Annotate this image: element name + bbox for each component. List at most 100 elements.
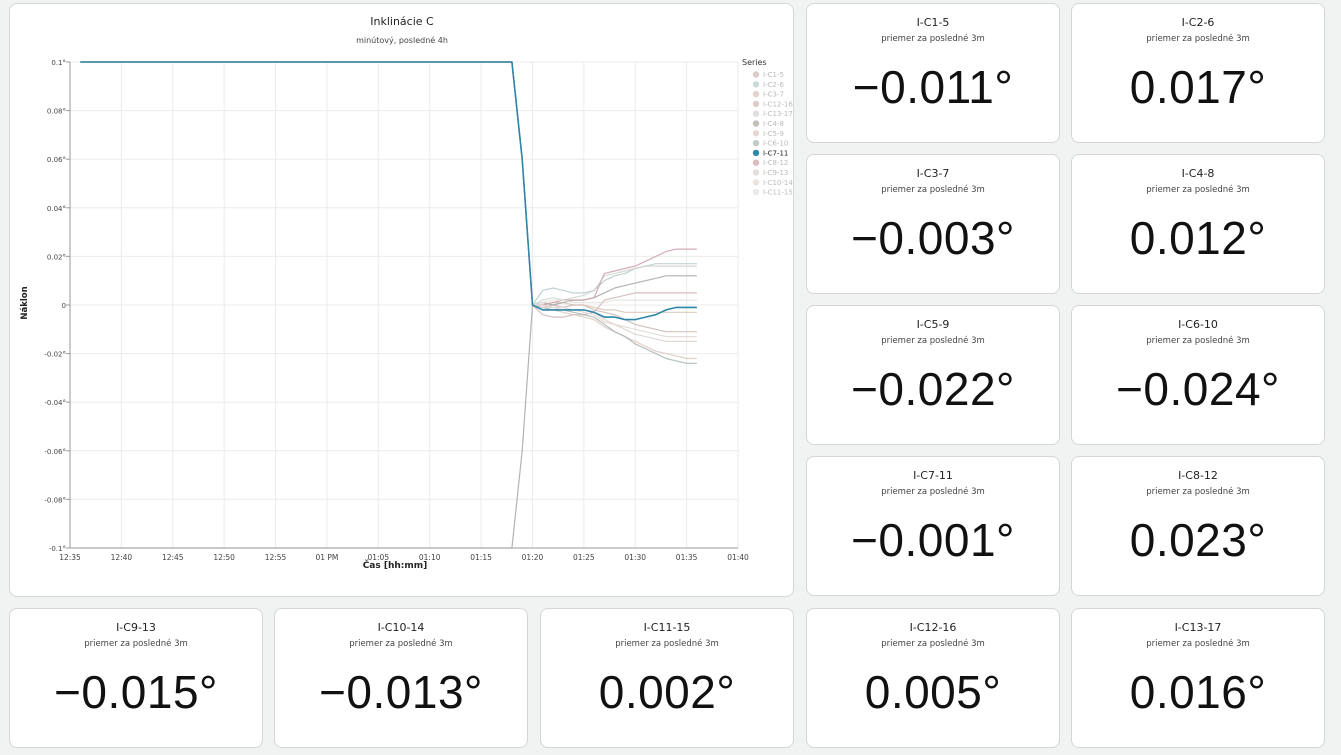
y-tick-label: 0.02° — [47, 253, 66, 261]
series-line — [80, 61, 697, 321]
y-axis-label: Náklon — [20, 286, 30, 319]
legend-swatch — [752, 100, 760, 108]
legend-swatch — [752, 90, 760, 98]
legend-swatch — [752, 149, 760, 157]
y-tick-label: -0.08° — [44, 496, 66, 504]
stat-title: I-C6-10 — [1178, 318, 1218, 331]
legend-title: Series — [742, 58, 767, 67]
stat-subtitle: priemer za posledné 3m — [881, 336, 985, 346]
y-tick-label: 0.04° — [47, 205, 66, 213]
stat-title: I-C10-14 — [377, 621, 425, 634]
legend-swatch — [752, 120, 760, 127]
stat-subtitle: priemer za posledné 3m — [1146, 336, 1250, 346]
legend-label: I-C5-9 — [763, 130, 784, 138]
line-chart: Inklinácie C minútový, posledné 4h Náklo… — [20, 15, 793, 571]
stat-panel: I-C6-10 priemer za posledné 3m −0.024° — [1071, 305, 1325, 445]
stat-value: −0.024° — [1116, 363, 1280, 415]
stat-value: −0.003° — [851, 212, 1015, 264]
y-tick-label: -0.04° — [44, 399, 66, 407]
stat-value: 0.017° — [1129, 61, 1267, 113]
chart-title: Inklinácie C — [370, 15, 434, 28]
legend-label: I-C6-10 — [763, 140, 788, 148]
x-tick-label: 01:35 — [676, 553, 698, 562]
x-tick-label: 12:45 — [162, 553, 184, 562]
stat-value: 0.002° — [598, 666, 736, 718]
stat-subtitle: priemer za posledné 3m — [615, 639, 719, 649]
stat-title: I-C4-8 — [1181, 167, 1215, 180]
x-tick-label: 01 PM — [315, 553, 338, 562]
x-tick-label: 01:30 — [624, 553, 646, 562]
stat-panel: I-C12-16 priemer za posledné 3m 0.005° — [806, 608, 1060, 748]
stat-title: I-C5-9 — [916, 318, 950, 331]
stat-value: 0.023° — [1129, 514, 1267, 566]
chart-panel: Inklinácie C minútový, posledné 4h Náklo… — [9, 3, 794, 597]
stat-subtitle: priemer za posledné 3m — [881, 487, 985, 497]
legend-label: I-C2-6 — [763, 81, 784, 89]
stat-panel: I-C4-8 priemer za posledné 3m 0.012° — [1071, 154, 1325, 294]
y-tick-label: -0.06° — [44, 448, 66, 456]
x-tick-label: 01:05 — [367, 553, 389, 562]
stat-subtitle: priemer za posledné 3m — [349, 639, 453, 649]
y-tick-label: 0 — [62, 302, 66, 310]
x-axis-label: Čas [hh:mm] — [363, 559, 428, 571]
legend-swatch — [752, 71, 760, 78]
legend-label: I-C11-15 — [763, 189, 793, 197]
x-tick-label: 12:55 — [265, 553, 287, 562]
stat-value: 0.005° — [864, 666, 1002, 718]
stat-panel: I-C2-6 priemer za posledné 3m 0.017° — [1071, 3, 1325, 143]
legend-swatch — [752, 81, 760, 88]
legend-label: I-C4-8 — [763, 120, 784, 128]
stat-title: I-C12-16 — [909, 621, 957, 634]
stat-subtitle: priemer za posledné 3m — [1146, 34, 1250, 44]
stat-subtitle: priemer za posledné 3m — [1146, 487, 1250, 497]
legend-label: I-C1-5 — [763, 71, 784, 79]
legend-swatch — [752, 188, 760, 196]
stat-value: −0.011° — [852, 61, 1014, 113]
x-tick-label: 12:50 — [213, 553, 235, 562]
stat-value: −0.013° — [319, 666, 483, 718]
stat-value: −0.022° — [851, 363, 1015, 415]
legend-label: I-C10-14 — [763, 179, 793, 187]
y-tick-label: 0.06° — [47, 156, 66, 164]
legend-label: I-C13-17 — [763, 110, 793, 118]
stat-title: I-C7-11 — [913, 469, 953, 482]
legend-label: I-C7-11 — [763, 149, 788, 157]
stat-panel: I-C1-5 priemer za posledné 3m −0.011° — [806, 3, 1060, 143]
stat-panel: I-C11-15 priemer za posledné 3m 0.002° — [540, 608, 794, 748]
stat-value: 0.016° — [1129, 666, 1267, 718]
stat-panel: I-C10-14 priemer za posledné 3m −0.013° — [274, 608, 528, 748]
stat-title: I-C1-5 — [916, 16, 950, 29]
x-tick-label: 01:20 — [522, 553, 544, 562]
legend-label: I-C12-16 — [763, 100, 793, 108]
stat-panel: I-C5-9 priemer za posledné 3m −0.022° — [806, 305, 1060, 445]
legend-label: I-C3-7 — [763, 91, 784, 99]
stat-subtitle: priemer za posledné 3m — [1146, 639, 1250, 649]
stat-value: 0.012° — [1129, 212, 1267, 264]
stat-title: I-C2-6 — [1181, 16, 1215, 29]
x-tick-label: 01:25 — [573, 553, 595, 562]
stat-panel: I-C9-13 priemer za posledné 3m −0.015° — [9, 608, 263, 748]
stat-title: I-C8-12 — [1178, 469, 1218, 482]
y-tick-label: 0.1° — [51, 59, 66, 67]
stat-subtitle: priemer za posledné 3m — [881, 639, 985, 649]
x-tick-label: 12:40 — [111, 553, 133, 562]
legend-swatch — [752, 169, 760, 176]
stat-subtitle: priemer za posledné 3m — [1146, 185, 1250, 195]
x-tick-label: 12:35 — [59, 553, 81, 562]
legend-swatch — [752, 139, 760, 147]
stat-panel: I-C8-12 priemer za posledné 3m 0.023° — [1071, 456, 1325, 596]
y-tick-label: -0.02° — [44, 351, 66, 359]
stat-subtitle: priemer za posledné 3m — [881, 34, 985, 44]
stat-title: I-C3-7 — [916, 167, 950, 180]
stat-subtitle: priemer za posledné 3m — [881, 185, 985, 195]
legend-swatch — [752, 179, 760, 186]
stat-value: −0.015° — [54, 666, 218, 718]
stat-value: −0.001° — [851, 514, 1015, 566]
chart-subtitle: minútový, posledné 4h — [356, 35, 448, 45]
y-tick-label: -0.1° — [49, 545, 66, 553]
stat-panel: I-C3-7 priemer za posledné 3m −0.003° — [806, 154, 1060, 294]
stat-panel: I-C7-11 priemer za posledné 3m −0.001° — [806, 456, 1060, 596]
x-tick-label: 01:10 — [419, 553, 441, 562]
stat-panel: I-C13-17 priemer za posledné 3m 0.016° — [1071, 608, 1325, 748]
legend-label: I-C9-13 — [763, 169, 788, 177]
